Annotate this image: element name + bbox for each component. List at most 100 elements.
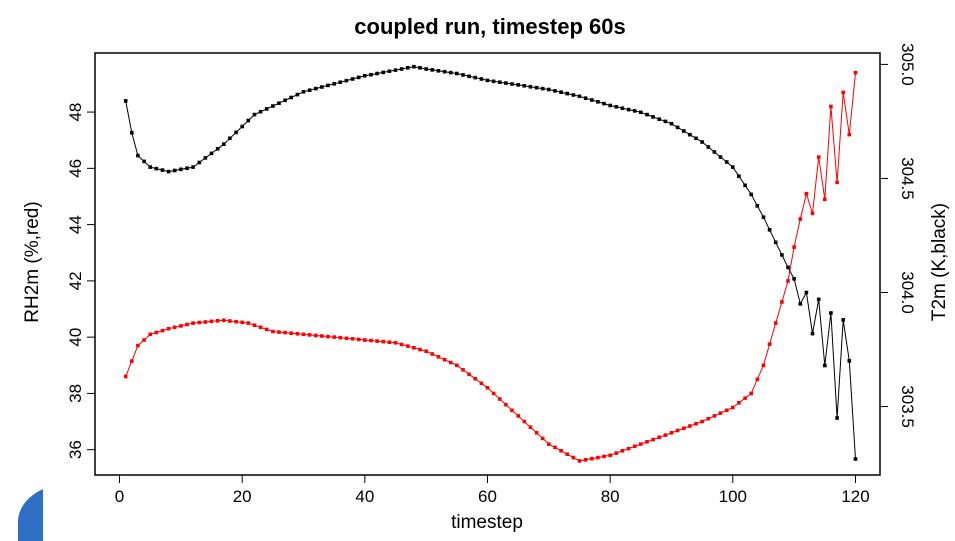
data-point-rh2m bbox=[528, 425, 533, 429]
data-point-rh2m bbox=[731, 405, 735, 410]
data-point-rh2m bbox=[522, 419, 527, 424]
data-point-rh2m bbox=[399, 342, 404, 347]
x-tick-label: 60 bbox=[478, 487, 497, 506]
data-point-t2m bbox=[706, 145, 711, 149]
data-point-rh2m bbox=[461, 368, 465, 372]
data-point-rh2m bbox=[246, 321, 251, 325]
data-point-rh2m bbox=[412, 346, 416, 350]
data-point-rh2m bbox=[338, 335, 343, 340]
data-point-rh2m bbox=[553, 445, 557, 450]
data-point-rh2m bbox=[356, 337, 361, 342]
data-point-rh2m bbox=[749, 391, 753, 396]
data-point-t2m bbox=[172, 168, 177, 173]
data-point-rh2m bbox=[307, 333, 312, 337]
data-point-t2m bbox=[804, 290, 809, 295]
data-point-rh2m bbox=[271, 329, 275, 334]
data-point-t2m bbox=[632, 109, 637, 113]
data-point-t2m bbox=[166, 169, 171, 174]
data-point-t2m bbox=[406, 66, 410, 70]
data-point-rh2m bbox=[467, 372, 471, 377]
data-point-t2m bbox=[215, 147, 220, 151]
data-point-rh2m bbox=[228, 319, 232, 323]
data-point-t2m bbox=[755, 204, 760, 208]
data-point-t2m bbox=[682, 129, 686, 133]
data-point-t2m bbox=[264, 107, 269, 111]
data-point-t2m bbox=[749, 192, 753, 197]
left-y-tick-label: 36 bbox=[66, 440, 85, 459]
data-point-rh2m bbox=[504, 402, 508, 407]
data-point-t2m bbox=[228, 136, 232, 141]
data-point-t2m bbox=[271, 104, 275, 108]
data-point-rh2m bbox=[835, 180, 839, 185]
data-point-rh2m bbox=[590, 456, 594, 461]
data-point-t2m bbox=[350, 77, 355, 81]
data-point-rh2m bbox=[418, 347, 422, 352]
right-y-axis-title: T2m (K,black) bbox=[929, 203, 950, 321]
data-point-rh2m bbox=[571, 455, 576, 460]
data-point-t2m bbox=[645, 112, 649, 117]
data-point-rh2m bbox=[197, 320, 202, 325]
data-point-t2m bbox=[356, 75, 361, 80]
series-layer bbox=[123, 64, 858, 463]
data-point-rh2m bbox=[767, 342, 772, 346]
data-point-rh2m bbox=[215, 319, 220, 323]
data-point-rh2m bbox=[295, 332, 300, 336]
data-point-rh2m bbox=[534, 431, 539, 435]
left-y-tick-label: 42 bbox=[66, 271, 85, 290]
decorative-corner-shape bbox=[18, 489, 43, 541]
data-point-rh2m bbox=[724, 408, 729, 413]
data-point-t2m bbox=[344, 78, 349, 83]
data-point-t2m bbox=[853, 457, 858, 461]
data-point-t2m bbox=[700, 140, 704, 144]
data-point-t2m bbox=[516, 83, 520, 87]
data-point-t2m bbox=[718, 155, 723, 159]
x-tick-label: 40 bbox=[355, 487, 374, 506]
data-point-t2m bbox=[424, 67, 428, 71]
data-point-rh2m bbox=[645, 440, 649, 444]
x-tick-label: 100 bbox=[719, 487, 747, 506]
data-point-rh2m bbox=[694, 422, 698, 426]
left-y-axis-title: RH2m (%,red) bbox=[22, 201, 43, 322]
data-point-t2m bbox=[553, 89, 557, 93]
data-point-rh2m bbox=[277, 330, 281, 334]
data-point-t2m bbox=[675, 125, 680, 130]
data-point-t2m bbox=[737, 174, 741, 178]
data-point-rh2m bbox=[185, 322, 189, 327]
data-point-rh2m bbox=[700, 419, 704, 424]
data-point-rh2m bbox=[718, 411, 723, 415]
data-point-t2m bbox=[498, 80, 502, 84]
data-point-rh2m bbox=[712, 414, 717, 418]
data-point-rh2m bbox=[320, 334, 324, 338]
data-point-t2m bbox=[583, 96, 588, 100]
data-point-t2m bbox=[780, 253, 784, 257]
data-point-rh2m bbox=[154, 330, 159, 335]
data-point-rh2m bbox=[602, 454, 606, 459]
data-point-t2m bbox=[473, 75, 477, 80]
data-point-rh2m bbox=[393, 341, 398, 345]
data-point-t2m bbox=[179, 167, 183, 172]
data-point-rh2m bbox=[761, 363, 766, 368]
data-point-t2m bbox=[620, 106, 625, 110]
data-point-rh2m bbox=[252, 323, 257, 327]
data-point-rh2m bbox=[142, 338, 146, 342]
data-point-rh2m bbox=[350, 337, 355, 341]
data-point-rh2m bbox=[620, 449, 625, 453]
data-point-t2m bbox=[847, 359, 852, 363]
data-point-rh2m bbox=[240, 320, 244, 325]
data-point-rh2m bbox=[780, 300, 784, 304]
data-point-rh2m bbox=[289, 331, 293, 335]
data-point-t2m bbox=[455, 71, 459, 76]
left-y-axis: 36 38 40 42 44 46 48 bbox=[66, 103, 96, 459]
data-point-t2m bbox=[577, 94, 582, 99]
data-point-rh2m bbox=[608, 453, 612, 458]
data-point-t2m bbox=[320, 85, 324, 89]
data-point-t2m bbox=[387, 69, 392, 73]
data-point-rh2m bbox=[234, 319, 238, 324]
plot-frame bbox=[94, 52, 881, 476]
left-y-tick-label: 46 bbox=[66, 159, 85, 178]
data-point-t2m bbox=[289, 95, 293, 100]
data-point-t2m bbox=[816, 297, 821, 302]
data-point-rh2m bbox=[363, 338, 367, 342]
data-point-rh2m bbox=[387, 340, 392, 344]
data-point-t2m bbox=[491, 79, 496, 84]
